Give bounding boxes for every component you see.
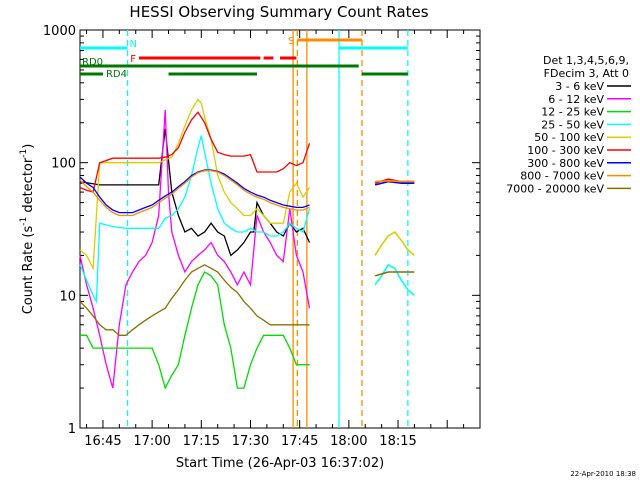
x-tick-label-1730: 17:30 — [232, 434, 269, 449]
legend-label-800-7000-kev: 800 - 7000 keV — [520, 170, 604, 183]
y-axis-label-part3: ) — [21, 144, 36, 149]
legend-label-50-100-kev: 50 - 100 keV — [534, 131, 604, 144]
y-tick-label-1: 1 — [68, 422, 76, 437]
x-tick-label-1645: 16:45 — [84, 434, 121, 449]
legend-label-3-6-kev: 3 - 6 keV — [555, 80, 604, 93]
flag-label-f: F — [130, 54, 136, 65]
legend-label-100-300-kev: 100 - 300 keV — [527, 144, 604, 157]
series-line-after-gap-7000-20000-kev — [374, 271, 415, 277]
series-line-800-7000-kev — [79, 170, 310, 217]
flag-label-rd4: RD4 — [106, 69, 127, 80]
legend-label-25-50-kev: 25 - 50 keV — [541, 118, 604, 131]
series-line-300-800-kev — [79, 169, 310, 214]
series-line-after-gap-25-50-kev — [374, 263, 415, 296]
legend-label-7000-20000-kev: 7000 - 20000 keV — [506, 182, 604, 195]
flag-label-s: S — [288, 36, 294, 47]
series-line-6-12-kev — [79, 109, 311, 389]
series-line-7000-20000-kev — [79, 264, 310, 336]
plot-frame — [79, 29, 481, 429]
flag-label-rd0: RD0 — [82, 57, 103, 68]
flag-label-n: N — [130, 39, 137, 50]
y-tick-label-100: 100 — [51, 157, 76, 172]
y-tick-label-10: 10 — [59, 289, 76, 304]
series-line-after-gap-800-7000-kev — [375, 179, 415, 183]
y-axis-label-sup1: -1 — [19, 217, 29, 226]
legend-header-fdecim: FDecim 3, Att 0 — [544, 67, 629, 80]
x-tick-label-1800: 18:00 — [330, 434, 367, 449]
series-line-after-gap-50-100-kev — [374, 230, 415, 257]
series-line-12-25-kev — [80, 271, 310, 390]
footer-date: 22-Apr-2010 18:38 — [570, 470, 636, 478]
legend-label-12-25-kev: 12 - 25 keV — [541, 106, 604, 119]
series-line-after-gap-300-800-kev — [374, 180, 415, 186]
legend: Det 1,3,4,5,6,9, FDecim 3, Att 0 3 - 6 k… — [506, 54, 631, 195]
y-axis-label-sup2: -1 — [19, 149, 29, 158]
x-tick-label-1700: 17:00 — [133, 434, 170, 449]
legend-label-300-800-kev: 300 - 800 keV — [527, 157, 604, 170]
x-tick-label-1715: 17:15 — [183, 434, 220, 449]
x-tick-label-1745: 17:45 — [281, 434, 318, 449]
legend-header-detectors: Det 1,3,4,5,6,9, — [543, 54, 629, 67]
chart-title: HESSI Observing Summary Count Rates — [129, 3, 428, 21]
series-line-3-6-kev — [79, 128, 311, 257]
x-axis-label: Start Time (26-Apr-03 16:37:02) — [176, 456, 384, 471]
series-line-100-300-kev — [79, 111, 311, 193]
y-axis-label-part2: detector — [21, 157, 36, 217]
series-line-50-100-kev — [79, 98, 311, 271]
y-axis-label: Count Rate (s-1 detector-1) — [19, 144, 36, 315]
x-tick-label-1815: 18:15 — [379, 434, 416, 449]
y-tick-label-1000: 1000 — [43, 24, 76, 39]
y-axis-label-part1: Count Rate (s — [21, 226, 36, 315]
series-line-25-50-kev — [79, 135, 311, 304]
legend-label-6-12-kev: 6 - 12 keV — [548, 93, 604, 106]
